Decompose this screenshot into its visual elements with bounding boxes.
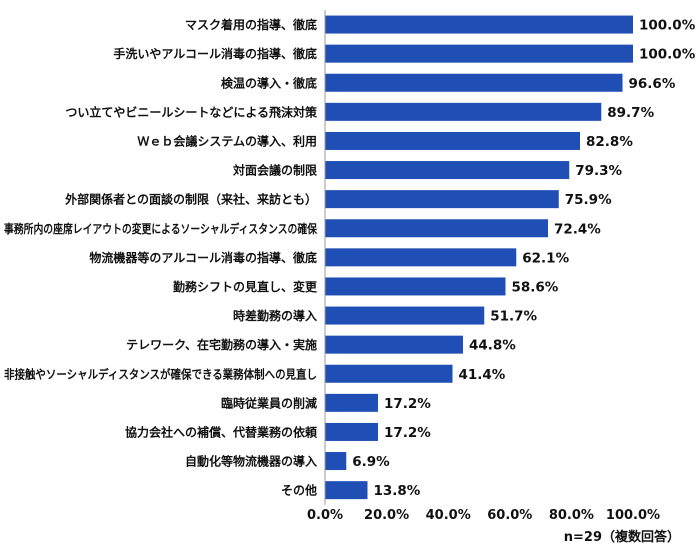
category-label: 手洗いやアルコール消毒の指導、徹底	[113, 46, 317, 61]
category-label: 臨時従業員の削減	[221, 395, 317, 410]
x-tick-label: 100.0%	[606, 508, 660, 523]
x-tick-label: 40.0%	[426, 508, 471, 523]
category-label: 勤務シフトの見直し、変更	[173, 279, 318, 294]
data-label: 17.2%	[384, 396, 431, 412]
bar	[325, 161, 570, 180]
x-tick-label: 80.0%	[549, 508, 594, 523]
x-tick-label: 0.0%	[307, 508, 343, 523]
data-label: 100.0%	[639, 47, 696, 63]
category-label: つい立てやビニールシートなどによる飛沫対策	[65, 104, 318, 119]
category-label: Ｗｅｂ会議システムの導入、利用	[137, 133, 317, 148]
data-label: 41.4%	[459, 367, 506, 383]
category-label: 外部関係者との面談の制限（来社、来訪とも）	[65, 192, 317, 207]
category-label: 協力会社への補償、代替業務の依頼	[125, 424, 318, 439]
data-label: 6.9%	[352, 454, 390, 470]
bar	[325, 422, 378, 441]
bar	[325, 15, 633, 34]
data-label: 82.8%	[586, 134, 633, 150]
bar	[325, 131, 581, 150]
sample-note: n=29（複数回答）	[563, 530, 680, 545]
data-label: 89.7%	[607, 105, 654, 121]
bar	[325, 452, 347, 471]
category-label: 非接触やソーシャルディスタンスが確保できる業務体制への見直し	[4, 366, 317, 381]
bar	[325, 102, 602, 121]
data-label: 75.9%	[565, 192, 612, 208]
category-label: 事務所内の座席レイアウトの変更によるソーシャルディスタンスの確保	[4, 221, 318, 236]
category-label: テレワーク、在宅勤務の導入・実施	[126, 337, 317, 352]
data-label: 58.6%	[511, 279, 558, 295]
category-label: 検温の導入・徹底	[221, 75, 317, 90]
category-label: 対面会議の制限	[232, 163, 317, 178]
category-label: 自動化等物流機器の導入	[185, 454, 317, 469]
data-label: 100.0%	[639, 18, 696, 34]
bar	[325, 335, 463, 354]
data-label: 72.4%	[554, 221, 601, 237]
data-label: 51.7%	[490, 309, 537, 325]
data-label: 96.6%	[629, 76, 676, 92]
category-label: 物流機器等のアルコール消毒の指導、徹底	[89, 250, 317, 265]
x-tick-label: 60.0%	[487, 508, 532, 523]
data-label: 44.8%	[469, 338, 516, 354]
category-label: 時差勤務の導入	[233, 308, 317, 323]
bar	[325, 393, 378, 412]
bar	[325, 481, 368, 500]
bar	[325, 73, 623, 92]
bar	[325, 190, 559, 209]
bar	[325, 248, 517, 267]
data-label: 13.8%	[374, 483, 421, 499]
category-label: マスク着用の指導、徹底	[185, 17, 317, 32]
bar	[325, 306, 485, 325]
bar	[325, 364, 453, 383]
data-label: 17.2%	[384, 425, 431, 441]
x-tick-label: 20.0%	[364, 508, 409, 523]
data-label: 79.3%	[575, 163, 622, 179]
bar	[325, 219, 548, 238]
bar	[325, 44, 633, 63]
category-label: その他	[281, 483, 317, 498]
data-label: 62.1%	[522, 250, 569, 266]
bar	[325, 277, 506, 296]
